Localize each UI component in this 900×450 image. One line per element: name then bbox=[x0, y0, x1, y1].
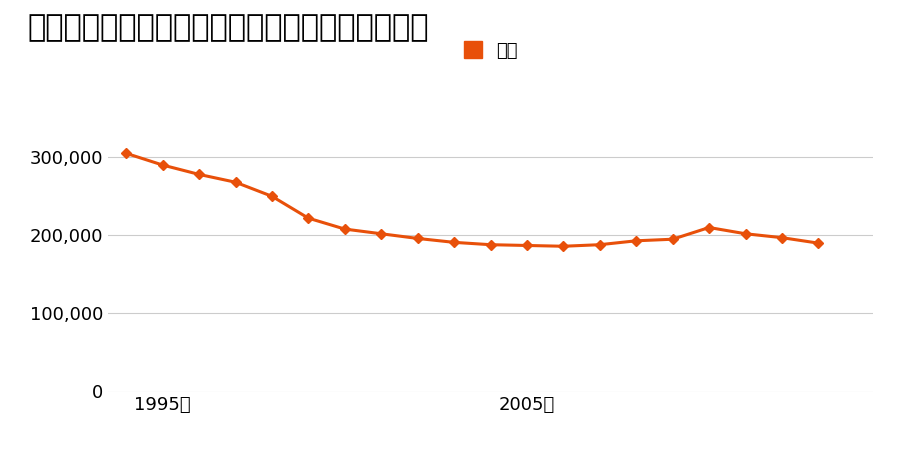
Legend: 価格: 価格 bbox=[456, 34, 525, 67]
価格 bbox=[704, 225, 715, 230]
価格 bbox=[521, 243, 532, 248]
価格 bbox=[303, 216, 314, 221]
価格 bbox=[194, 172, 204, 177]
価格 bbox=[266, 194, 277, 199]
Text: 埼玉県川口市上青木１丁目１３番１３の地価推移: 埼玉県川口市上青木１丁目１３番１３の地価推移 bbox=[27, 14, 428, 42]
価格 bbox=[485, 242, 496, 248]
Line: 価格: 価格 bbox=[122, 150, 822, 250]
価格 bbox=[667, 237, 678, 242]
価格 bbox=[449, 240, 460, 245]
価格 bbox=[230, 180, 241, 185]
価格 bbox=[558, 243, 569, 249]
価格 bbox=[376, 231, 387, 236]
価格 bbox=[777, 235, 788, 240]
価格 bbox=[813, 240, 824, 246]
価格 bbox=[594, 242, 605, 248]
価格 bbox=[412, 236, 423, 241]
価格 bbox=[339, 226, 350, 232]
価格 bbox=[740, 231, 751, 236]
価格 bbox=[121, 151, 131, 156]
価格 bbox=[631, 238, 642, 243]
価格 bbox=[158, 162, 168, 168]
